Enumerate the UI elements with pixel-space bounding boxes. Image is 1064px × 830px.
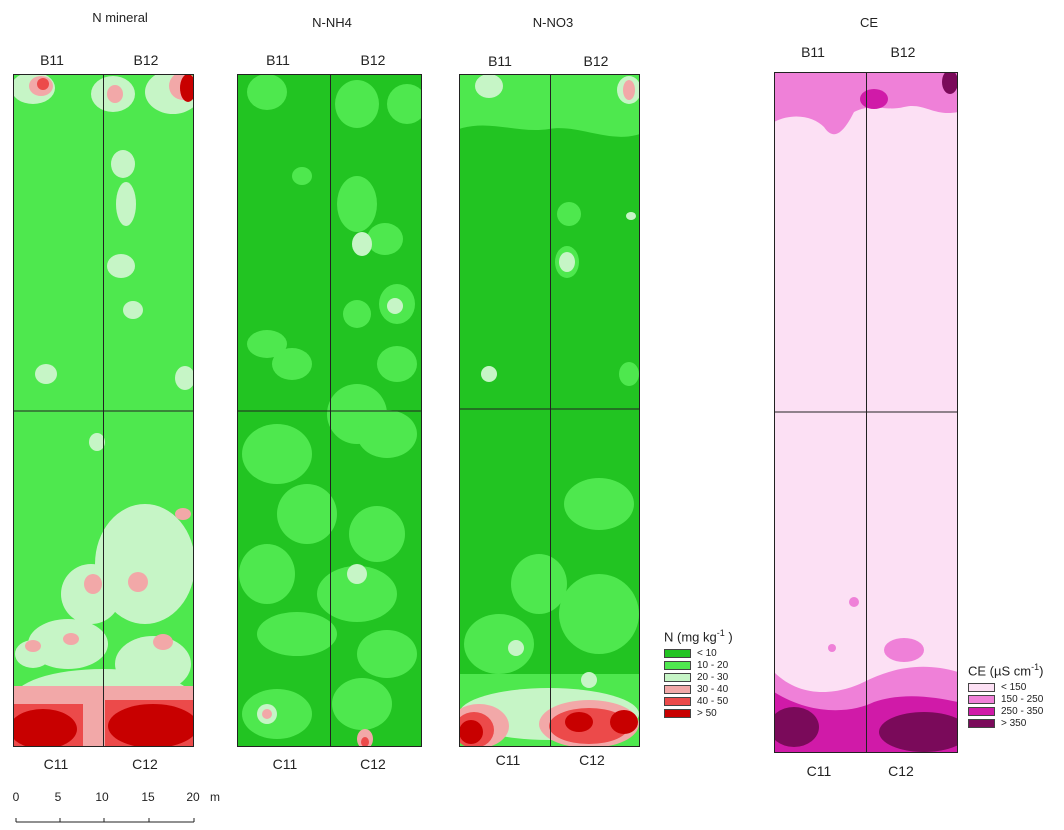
n-legend-label: < 10: [697, 648, 717, 660]
scale-bar: 0 5 10 15 20 m: [8, 790, 238, 830]
ce-legend-swatch: [968, 707, 995, 717]
n-legend-swatch: [664, 709, 691, 719]
plot-label-b11: B11: [40, 52, 64, 68]
plot-label-b11: B11: [801, 44, 825, 60]
n-legend-swatch: [664, 697, 691, 707]
n-legend-label: 20 - 30: [697, 672, 729, 684]
map-ce: [774, 72, 958, 753]
n-legend-item: 20 - 30: [664, 672, 733, 683]
n-legend-item: > 50: [664, 708, 733, 719]
scale-unit: m: [210, 790, 220, 804]
plot-label-b12: B12: [360, 52, 386, 68]
ce-legend-item: 250 - 350: [968, 706, 1043, 717]
n-legend-swatch: [664, 661, 691, 671]
plot-label-b12: B12: [890, 44, 916, 60]
map-n-nh4: [237, 74, 422, 747]
plot-label-c12: C12: [579, 752, 605, 768]
plot-label-b11: B11: [266, 52, 290, 68]
plot-label-c11: C11: [272, 756, 298, 772]
ce-legend-swatch: [968, 683, 995, 693]
plot-label-b12: B12: [133, 52, 159, 68]
plot-label-b12: B12: [583, 53, 609, 69]
ce-legend-label: 250 - 350: [1001, 706, 1044, 718]
scale-line: [15, 818, 195, 823]
n-legend-swatch: [664, 673, 691, 683]
ce-legend: CE (µS cm-1) < 150 150 - 250 250 - 350 > 35…: [968, 662, 1043, 730]
plot-label-c12: C12: [360, 756, 386, 772]
n-legend-label: 30 - 40: [697, 684, 729, 696]
map-n-mineral: [13, 74, 194, 747]
plot-label-c12: C12: [132, 756, 158, 772]
map-title-n-mineral: N mineral: [92, 10, 148, 25]
scale-tick-label: 10: [95, 790, 109, 804]
ce-legend-item: > 350: [968, 718, 1043, 729]
n-legend-swatch: [664, 685, 691, 695]
map-title-n-no3: N-NO3: [532, 15, 574, 30]
ce-legend-label: < 150: [1001, 682, 1027, 694]
plot-label-c11: C11: [43, 756, 69, 772]
ce-legend-label: 150 - 250: [1001, 694, 1044, 706]
n-legend-swatch: [664, 649, 691, 659]
n-legend-item: 40 - 50: [664, 696, 733, 707]
n-legend-label: 10 - 20: [697, 660, 729, 672]
n-legend-item: 10 - 20: [664, 660, 733, 671]
n-legend-item: < 10: [664, 648, 733, 659]
n-legend: N (mg kg-1 ) < 10 10 - 20 20 - 30 30 - 40 40…: [664, 628, 733, 720]
scale-tick-label: 0: [12, 790, 20, 804]
n-legend-item: 30 - 40: [664, 684, 733, 695]
n-legend-label: > 50: [697, 708, 717, 720]
ce-legend-title: CE (µS cm-1): [968, 662, 1044, 679]
n-legend-label: 40 - 50: [697, 696, 729, 708]
ce-legend-swatch: [968, 695, 995, 705]
map-n-no3: [459, 74, 640, 747]
plot-label-c12: C12: [888, 763, 914, 779]
scale-tick-label: 5: [54, 790, 62, 804]
ce-legend-item: 150 - 250: [968, 694, 1043, 705]
scale-tick-label: 15: [141, 790, 155, 804]
plot-label-c11: C11: [495, 752, 521, 768]
ce-legend-swatch: [968, 719, 995, 729]
ce-legend-item: < 150: [968, 682, 1043, 693]
map-title-ce: CE: [859, 15, 879, 30]
plot-label-c11: C11: [806, 763, 832, 779]
map-title-n-nh4: N-NH4: [312, 15, 352, 30]
ce-legend-label: > 350: [1001, 718, 1027, 730]
scale-tick-label: 20: [186, 790, 200, 804]
plot-label-b11: B11: [488, 53, 512, 69]
n-legend-title: N (mg kg-1 ): [664, 628, 733, 645]
